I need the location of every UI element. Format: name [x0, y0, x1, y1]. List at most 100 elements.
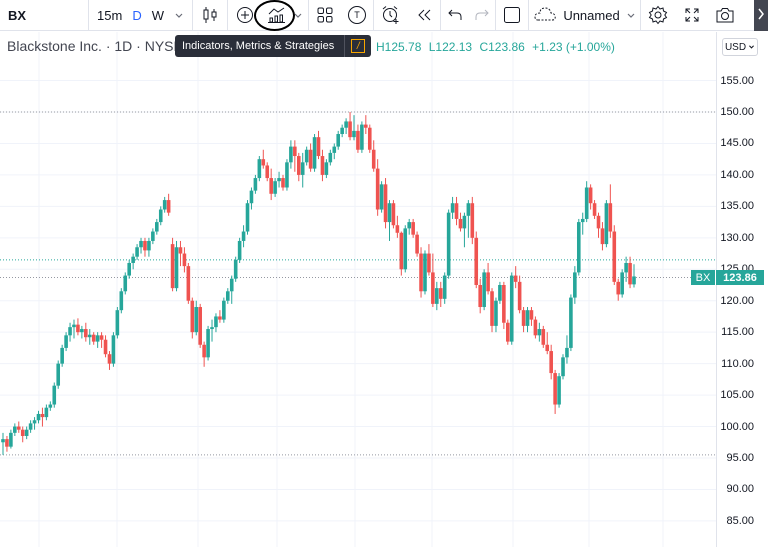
close-label: C	[479, 40, 489, 54]
candle	[135, 244, 139, 260]
templates-button[interactable]	[309, 0, 341, 31]
candle	[588, 184, 593, 210]
price-axis-label: 120.00	[720, 294, 754, 307]
candle	[521, 307, 526, 333]
candle	[584, 181, 589, 223]
interval-dropdown-icon[interactable]	[169, 8, 189, 23]
divider	[308, 0, 309, 31]
interval-w[interactable]: W	[151, 7, 164, 23]
candle	[111, 332, 116, 367]
symbol-search-button[interactable]: BX	[0, 0, 88, 31]
candle	[44, 404, 49, 421]
candle	[320, 149, 325, 182]
candle	[225, 288, 230, 304]
candle	[415, 231, 419, 257]
divider	[373, 0, 374, 31]
replay-button[interactable]	[408, 0, 440, 31]
candle	[454, 196, 459, 226]
compare-button[interactable]	[228, 0, 262, 31]
price-axis[interactable]: 155.00150.00145.00140.00135.00130.00125.…	[716, 32, 768, 547]
candle	[80, 325, 84, 339]
candle	[206, 325, 210, 361]
candle	[24, 426, 29, 440]
candle	[202, 341, 206, 367]
candle	[549, 344, 553, 380]
ohlc-values: H125.78 L122.13 C123.86 +1.23 (+1.00%)	[376, 40, 615, 54]
undo-button[interactable]	[441, 0, 469, 31]
candle	[273, 178, 277, 197]
candle	[245, 200, 250, 235]
settings-icon	[648, 5, 668, 25]
redo-icon	[474, 8, 490, 22]
candle	[395, 215, 400, 238]
candle	[170, 237, 175, 292]
candle	[91, 332, 96, 345]
candle	[462, 212, 467, 248]
chevron-down-icon	[626, 8, 636, 23]
price-axis-label: 90.00	[726, 483, 754, 496]
legend-title[interactable]: Blackstone Inc. · 1D · NYSE	[7, 38, 183, 54]
text-button[interactable]: T	[341, 0, 373, 31]
layout-name-button[interactable]: Unnamed	[529, 0, 640, 31]
candle	[371, 140, 376, 172]
candle	[5, 435, 9, 452]
snapshot-icon	[715, 6, 735, 24]
change-value: +1.23 (+1.00%)	[532, 40, 615, 54]
candle	[296, 152, 301, 182]
high-label: H	[376, 40, 385, 54]
layout-button[interactable]	[496, 0, 528, 31]
candle	[300, 152, 305, 188]
indicators-dropdown-icon[interactable]	[293, 10, 303, 20]
indicators-button[interactable]	[262, 0, 308, 31]
candle	[450, 196, 455, 219]
indicators-tooltip: Indicators, Metrics & Strategies /	[175, 35, 372, 57]
candle	[533, 316, 538, 339]
candle	[68, 322, 72, 342]
fullscreen-button[interactable]	[675, 0, 709, 31]
candle	[604, 200, 609, 248]
candle	[178, 240, 183, 267]
candle	[352, 115, 356, 141]
candle	[257, 156, 262, 182]
price-axis-label: 155.00	[720, 74, 754, 87]
expand-right-panel-button[interactable]	[754, 0, 768, 31]
candle	[249, 187, 254, 210]
price-axis-label: 115.00	[721, 326, 754, 339]
candle	[438, 281, 443, 308]
redo-button[interactable]	[469, 0, 495, 31]
candle	[387, 200, 392, 241]
candle	[569, 294, 573, 352]
candle	[194, 300, 199, 336]
candle	[502, 281, 506, 330]
candle	[119, 288, 124, 314]
settings-button[interactable]	[641, 0, 675, 31]
interval-15m[interactable]: 15m	[97, 7, 123, 23]
candle	[364, 115, 368, 135]
candle	[143, 237, 147, 257]
candle	[379, 181, 384, 213]
templates-icon	[317, 7, 333, 23]
candle	[403, 225, 408, 273]
candle	[222, 297, 226, 323]
candle	[139, 237, 143, 254]
candle	[620, 269, 624, 298]
price-axis-label: 95.00	[726, 452, 754, 464]
alert-button[interactable]	[374, 0, 408, 31]
symbol-price-tag: BX	[691, 270, 715, 285]
currency-selector[interactable]: USD	[722, 38, 758, 56]
candle	[229, 275, 234, 304]
candle	[95, 332, 100, 348]
candle	[210, 319, 214, 342]
candle	[348, 112, 352, 141]
chart-type-button[interactable]	[193, 0, 227, 31]
candle	[466, 200, 471, 238]
currency-label: USD	[724, 41, 747, 53]
snapshot-button[interactable]	[709, 0, 741, 31]
price-chart[interactable]	[0, 32, 716, 547]
candle	[40, 407, 45, 427]
candle	[131, 253, 135, 270]
candle	[99, 332, 104, 348]
candle	[435, 281, 439, 311]
last-price-value: 123.86	[723, 271, 757, 284]
interval-d[interactable]: D	[132, 7, 142, 23]
